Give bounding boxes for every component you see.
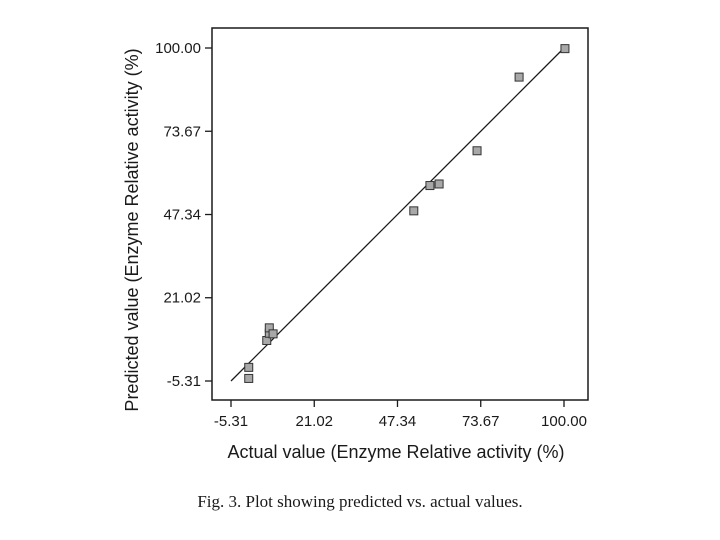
data-point [268,329,278,339]
y-tick-label: 73.67 [163,123,201,140]
data-point [409,206,419,216]
y-tick-label: 100.00 [155,40,201,57]
x-tick-label: 100.00 [541,413,587,430]
data-point [244,362,254,372]
data-point [472,146,482,156]
x-tick-label: 47.34 [379,413,417,430]
y-tick-label: -5.31 [167,373,201,390]
y-tick-label: 21.02 [163,290,201,307]
data-point [434,179,444,189]
data-point [425,181,435,191]
x-tick-label: 73.67 [462,413,500,430]
data-point [244,373,254,383]
data-point [560,44,570,54]
data-point [514,72,524,82]
y-tick-label: 47.34 [163,207,201,224]
y-axis-label: Predicted value (Enzyme Relative activit… [122,48,142,411]
figure-caption: Fig. 3. Plot showing predicted vs. actua… [197,492,523,511]
x-axis-label: Actual value (Enzyme Relative activity (… [227,442,564,462]
fit-line [230,47,565,382]
x-tick-label: 21.02 [295,413,333,430]
x-tick-label: -5.31 [214,413,248,430]
